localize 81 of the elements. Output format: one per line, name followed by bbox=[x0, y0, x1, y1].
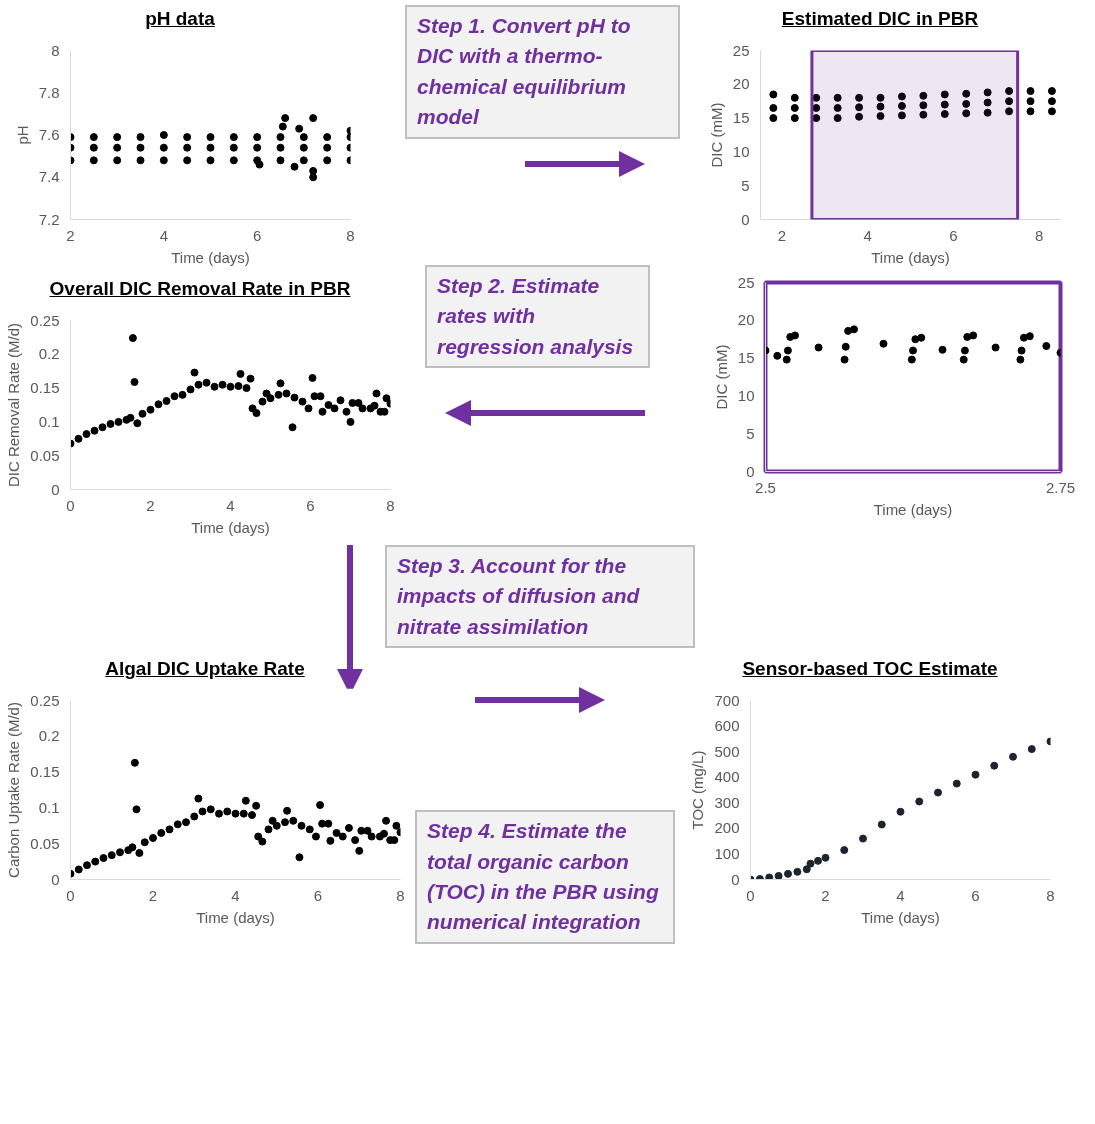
y-tick-label: 0.2 bbox=[38, 345, 60, 363]
y-tick-label: 10 bbox=[737, 386, 755, 404]
x-axis-title: Time (days) bbox=[191, 518, 270, 536]
x-tick-label: 2 bbox=[821, 886, 830, 904]
y-tick-label: 20 bbox=[737, 311, 755, 329]
y-tick-label: 300 bbox=[714, 793, 740, 811]
y-axis-title: pH bbox=[13, 125, 31, 145]
x-axis-title: Time (days) bbox=[871, 248, 950, 266]
y-axis-title: TOC (mg/L) bbox=[689, 750, 707, 830]
y-tick-label: 15 bbox=[732, 109, 750, 127]
x-tick-label: 4 bbox=[159, 226, 169, 244]
y-tick-label: 0.05 bbox=[30, 834, 60, 852]
y-tick-label: 200 bbox=[714, 819, 740, 837]
x-tick-label: 6 bbox=[306, 496, 315, 514]
chart-title: pH data bbox=[144, 7, 216, 31]
text: Step 1. Convert pH to DIC with a thermo-chemical equilibrium model bbox=[405, 5, 680, 139]
x-tick-label: 2 bbox=[148, 886, 158, 904]
x-tick-label: 6 bbox=[313, 886, 323, 904]
x-tick-label: 0 bbox=[66, 496, 75, 514]
text: Step 3. Account for the impacts of diffusion and nitrate assimilation bbox=[385, 545, 695, 649]
y-tick-label: 7.4 bbox=[38, 168, 60, 186]
y-tick-label: 500 bbox=[714, 742, 740, 760]
y-tick-label: 8 bbox=[51, 41, 60, 59]
chart-title: Algal DIC Uptake Rate bbox=[104, 657, 306, 681]
y-tick-label: 0.1 bbox=[38, 412, 60, 430]
x-tick-label: 4 bbox=[896, 886, 905, 904]
y-axis-title: DIC (mM) bbox=[712, 344, 730, 410]
y-axis-title: Carbon Uptake Rate (M/d) bbox=[5, 702, 23, 878]
y-tick-label: 600 bbox=[714, 717, 740, 735]
x-axis-title: Time (days) bbox=[171, 248, 250, 266]
x-tick-label: 2 bbox=[146, 496, 155, 514]
x-tick-label: 2.75 bbox=[1045, 478, 1076, 496]
y-tick-label: 10 bbox=[732, 142, 750, 160]
y-tick-label: 25 bbox=[737, 273, 755, 291]
chart-title: Sensor-based TOC Estimate bbox=[741, 657, 999, 681]
y-tick-label: 7.2 bbox=[38, 210, 60, 228]
x-tick-label: 6 bbox=[253, 226, 262, 244]
y-tick-label: 5 bbox=[741, 176, 750, 194]
x-tick-label: 8 bbox=[346, 226, 355, 244]
y-tick-label: 20 bbox=[732, 75, 750, 93]
chart-title: Overall DIC Removal Rate in PBR bbox=[48, 277, 352, 301]
y-tick-label: 25 bbox=[732, 41, 750, 59]
x-tick-label: 8 bbox=[1046, 886, 1055, 904]
chart-title: Estimated DIC in PBR bbox=[780, 7, 980, 31]
x-tick-label: 6 bbox=[971, 886, 980, 904]
text: Step 2. Estimate rates with regression analysis bbox=[425, 265, 650, 369]
y-tick-label: 400 bbox=[714, 768, 740, 786]
x-axis-title: Time (days) bbox=[873, 500, 953, 518]
x-tick-label: 8 bbox=[1034, 226, 1044, 244]
x-tick-label: 6 bbox=[949, 226, 958, 244]
x-axis-title: Time (days) bbox=[196, 908, 275, 926]
x-tick-label: 2 bbox=[777, 226, 787, 244]
y-tick-label: 7.6 bbox=[38, 126, 60, 143]
y-tick-label: 0.25 bbox=[30, 691, 60, 709]
x-tick-label: 2 bbox=[66, 226, 75, 244]
x-tick-label: 0 bbox=[66, 886, 75, 904]
x-tick-label: 4 bbox=[231, 886, 240, 904]
x-tick-label: 4 bbox=[226, 496, 235, 514]
text: Step 4. Estimate the total organic carbon (TOC) in the PBR using numerical integration bbox=[415, 810, 675, 944]
y-tick-label: 0.1 bbox=[38, 798, 60, 816]
y-tick-label: 0.15 bbox=[30, 763, 60, 781]
y-tick-label: 5 bbox=[746, 424, 755, 442]
x-tick-label: 8 bbox=[386, 496, 395, 514]
y-tick-label: 0 bbox=[746, 462, 755, 480]
x-tick-label: 4 bbox=[863, 226, 872, 244]
y-tick-label: 0 bbox=[731, 870, 740, 888]
y-tick-label: 0 bbox=[741, 210, 750, 228]
x-axis-title: Time (days) bbox=[861, 908, 940, 926]
y-tick-label: 100 bbox=[714, 844, 740, 862]
y-tick-label: 0.15 bbox=[30, 379, 60, 397]
y-axis-title: DIC (mM) bbox=[707, 102, 725, 168]
y-tick-label: 0.25 bbox=[30, 311, 60, 329]
y-tick-label: 700 bbox=[714, 691, 740, 709]
x-tick-label: 8 bbox=[396, 886, 405, 904]
y-tick-label: 15 bbox=[737, 349, 755, 367]
y-tick-label: 0.05 bbox=[30, 446, 60, 464]
y-tick-label: 7.8 bbox=[38, 83, 60, 101]
y-tick-label: 0 bbox=[51, 870, 60, 888]
y-tick-label: 0.2 bbox=[38, 727, 60, 745]
y-axis-title: DIC Removal Rate (M/d) bbox=[5, 322, 23, 488]
x-tick-label: 2.5 bbox=[755, 478, 776, 496]
